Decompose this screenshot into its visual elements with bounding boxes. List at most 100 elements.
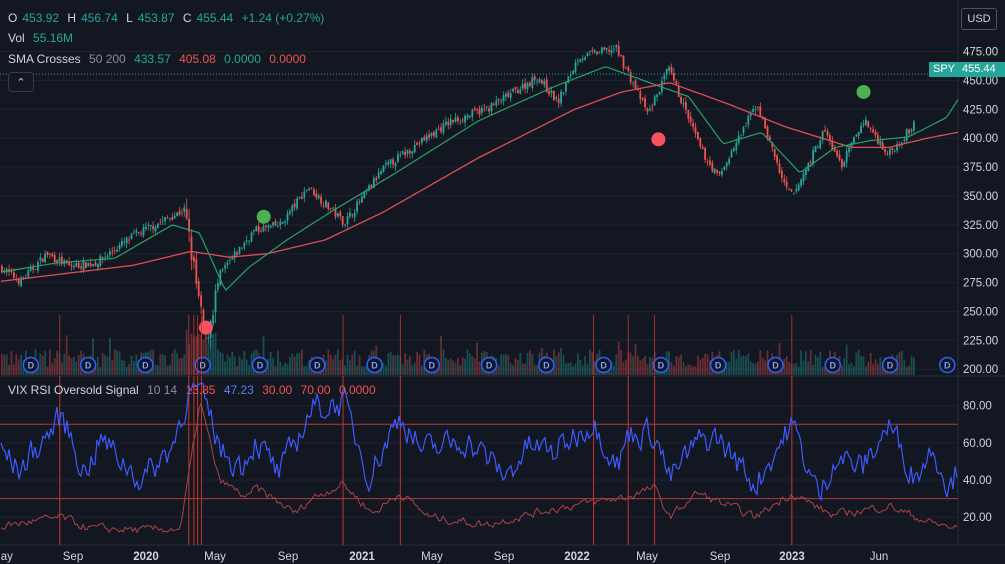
candle-body bbox=[250, 232, 253, 242]
candle-body bbox=[92, 264, 94, 267]
volume-bar bbox=[521, 363, 524, 375]
candle-body bbox=[605, 47, 608, 50]
collapse-legend-button[interactable]: ⌃ bbox=[8, 72, 34, 92]
bullish-cross-marker[interactable] bbox=[256, 209, 271, 224]
bearish-cross-marker[interactable] bbox=[651, 132, 666, 147]
vix-line bbox=[0, 401, 958, 534]
dividend-marker[interactable]: D bbox=[423, 356, 441, 374]
time-tick-label: May bbox=[204, 551, 226, 563]
dividend-marker[interactable]: D bbox=[881, 356, 899, 374]
candle-body bbox=[262, 226, 265, 232]
dividend-marker[interactable]: D bbox=[22, 356, 40, 374]
time-tick-label: May bbox=[636, 551, 658, 563]
dividend-marker[interactable]: D bbox=[137, 356, 154, 374]
volume-bar bbox=[593, 360, 596, 375]
volume-bar bbox=[706, 354, 709, 375]
volume-bar bbox=[164, 355, 166, 375]
candle-body bbox=[805, 169, 807, 176]
dividend-marker[interactable]: D bbox=[79, 356, 97, 374]
dividend-marker[interactable]: D bbox=[595, 356, 612, 374]
volume-legend[interactable]: Vol 55.16M bbox=[8, 31, 78, 45]
dividend-marker[interactable]: D bbox=[824, 356, 841, 374]
sma-legend[interactable]: SMA Crosses 50 200 433.57 405.08 0.0000 … bbox=[8, 52, 311, 66]
volume-bar bbox=[99, 366, 102, 375]
candle-body bbox=[130, 233, 133, 240]
dividend-marker[interactable]: D bbox=[939, 356, 956, 374]
candle-body bbox=[778, 163, 781, 173]
volume-bar bbox=[272, 357, 274, 375]
dividend-marker[interactable]: D bbox=[480, 356, 498, 374]
candle-body bbox=[601, 47, 603, 53]
candle-body bbox=[416, 142, 418, 146]
volume-bar bbox=[238, 355, 241, 375]
candle-body bbox=[161, 219, 164, 221]
rsi-legend[interactable]: VIX RSI Oversold Signal 10 14 13.85 47.2… bbox=[8, 383, 381, 397]
candle-body bbox=[116, 250, 118, 252]
candle-body bbox=[41, 258, 44, 263]
candle-body bbox=[656, 94, 658, 98]
volume-bar bbox=[853, 366, 855, 375]
candle-body bbox=[548, 90, 550, 95]
last-price-tag: 455.44 bbox=[958, 62, 1005, 77]
dividend-marker[interactable]: D bbox=[709, 356, 727, 374]
dividend-marker[interactable]: D bbox=[366, 356, 383, 374]
candle-body bbox=[754, 109, 757, 111]
dividend-marker[interactable]: D bbox=[767, 356, 784, 374]
candle-body bbox=[123, 241, 126, 243]
candle-body bbox=[373, 178, 375, 188]
volume-bar bbox=[579, 359, 582, 375]
candle-body bbox=[387, 161, 390, 165]
volume-bar bbox=[764, 360, 766, 375]
candle-body bbox=[699, 137, 702, 147]
candle-body bbox=[301, 196, 303, 200]
candle-body bbox=[644, 98, 646, 108]
candle-body bbox=[867, 121, 870, 128]
volume-bar bbox=[401, 364, 404, 375]
bullish-cross-marker[interactable] bbox=[856, 84, 871, 99]
oversold-level-value: 30.00 bbox=[262, 383, 293, 397]
volume-bar bbox=[500, 354, 502, 375]
candle-body bbox=[231, 257, 234, 260]
dividend-marker[interactable]: D bbox=[251, 356, 269, 374]
bearish-cross-marker[interactable] bbox=[198, 320, 213, 335]
candle-body bbox=[466, 115, 469, 118]
candle-body bbox=[286, 213, 289, 221]
volume-bar bbox=[704, 353, 706, 375]
candle-body bbox=[641, 97, 644, 100]
dividend-marker-label: D bbox=[543, 361, 550, 371]
volume-bar bbox=[761, 357, 764, 375]
volume-bar bbox=[589, 349, 591, 375]
volume-bar bbox=[622, 362, 625, 375]
dividend-marker[interactable]: D bbox=[538, 356, 555, 374]
volume-bar bbox=[130, 355, 133, 375]
candle-body bbox=[651, 107, 654, 108]
time-tick-label: Sep bbox=[63, 551, 83, 563]
volume-bar bbox=[821, 366, 824, 375]
volume-bar bbox=[346, 354, 349, 375]
candle-body bbox=[70, 264, 73, 267]
price-tick-label: 250.00 bbox=[963, 306, 998, 318]
candle-body bbox=[17, 280, 20, 284]
candle-body bbox=[653, 96, 656, 106]
candle-body bbox=[406, 149, 409, 154]
candle-body bbox=[248, 240, 250, 242]
volume-bar bbox=[416, 352, 418, 375]
candle-body bbox=[896, 143, 898, 151]
dividend-marker[interactable]: D bbox=[308, 356, 326, 374]
candle-body bbox=[202, 310, 205, 330]
volume-bar bbox=[181, 358, 183, 375]
volume-bar bbox=[793, 364, 795, 375]
dividend-marker-ring bbox=[709, 356, 727, 374]
dividend-marker[interactable]: D bbox=[652, 356, 670, 374]
candle-body bbox=[320, 196, 322, 204]
volume-bar bbox=[869, 352, 872, 375]
dividend-marker[interactable]: D bbox=[194, 356, 211, 374]
volume-bar bbox=[910, 355, 913, 375]
currency-button[interactable]: USD bbox=[961, 8, 997, 30]
candle-body bbox=[802, 173, 805, 182]
dividend-marker-label: D bbox=[199, 361, 206, 371]
volume-bar bbox=[865, 366, 867, 375]
candle-body bbox=[303, 191, 306, 198]
candle-body bbox=[569, 74, 572, 76]
